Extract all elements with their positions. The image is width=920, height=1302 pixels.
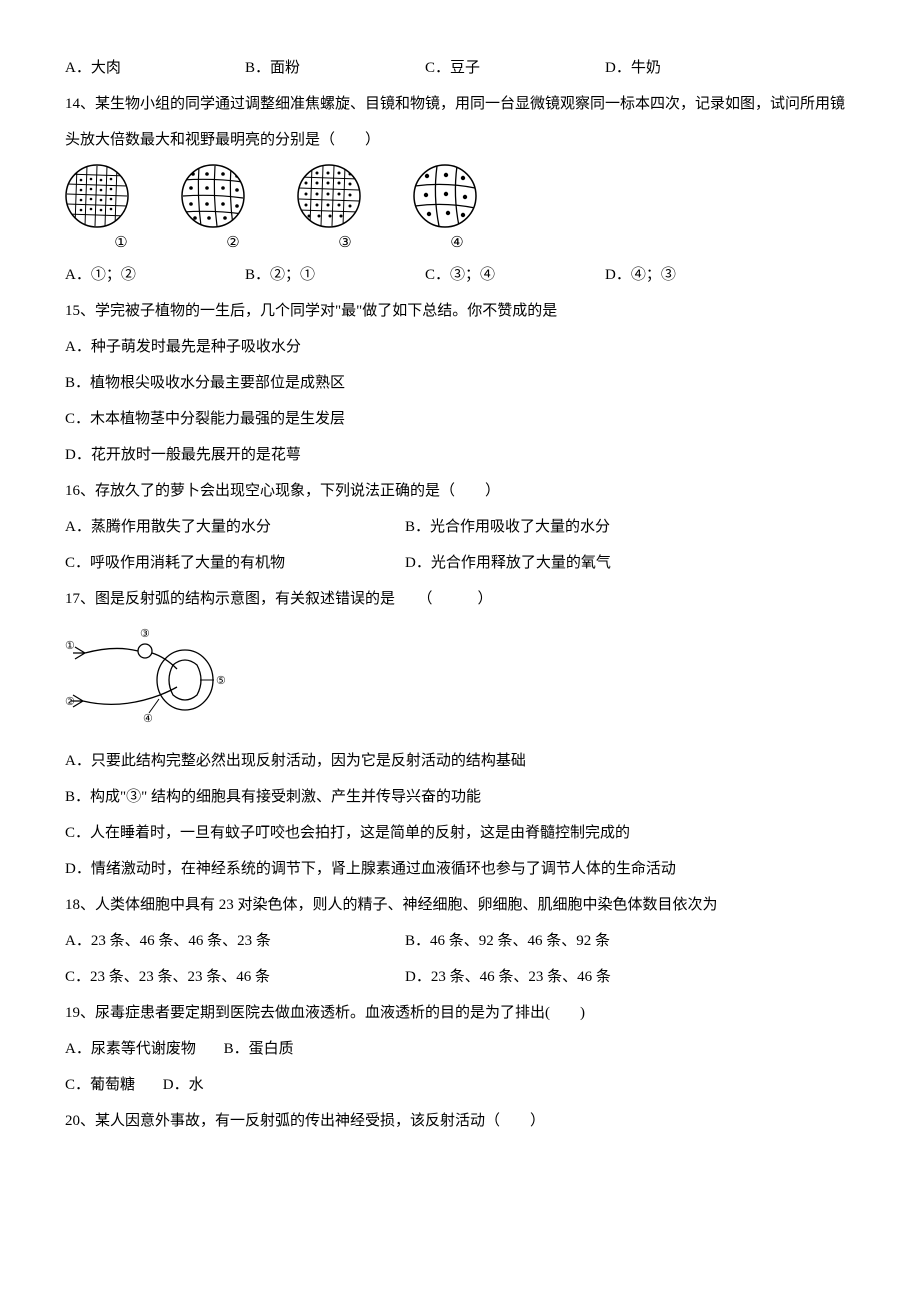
- q14-option-a: A．①；②: [65, 257, 245, 293]
- q14-option-b: B．②；①: [245, 257, 425, 293]
- q18-option-a: A．23 条、46 条、46 条、23 条: [65, 923, 405, 959]
- q13-option-b: B．面粉: [245, 50, 425, 86]
- q14-figure-labels: ① ② ③ ④: [65, 230, 855, 257]
- q15-stem: 15、学完被子植物的一生后，几个同学对"最"做了如下总结。你不赞成的是: [65, 293, 855, 329]
- q17-option-d: D．情绪激动时，在神经系统的调节下，肾上腺素通过血液循环也参与了调节人体的生命活…: [65, 851, 855, 887]
- q19-option-a: A．尿素等代谢废物: [65, 1041, 196, 1057]
- q16-option-a: A．蒸腾作用散失了大量的水分: [65, 509, 405, 545]
- q18-stem: 18、人类体细胞中具有 23 对染色体，则人的精子、神经细胞、卵细胞、肌细胞中染…: [65, 887, 855, 923]
- q17-option-b: B．构成"③" 结构的细胞具有接受刺激、产生并传导兴奋的功能: [65, 779, 855, 815]
- q16-stem: 16、存放久了的萝卜会出现空心现象，下列说法正确的是（ ）: [65, 473, 855, 509]
- q14-fig-4: [413, 164, 477, 228]
- q14-label-3: ③: [289, 230, 401, 257]
- q17-stem: 17、图是反射弧的结构示意图，有关叙述错误的是 （ ）: [65, 581, 855, 617]
- svg-text:①: ①: [65, 640, 75, 652]
- q14-fig-1: [65, 164, 129, 228]
- q16-option-c: C．呼吸作用消耗了大量的有机物: [65, 545, 405, 581]
- q16-option-b: B．光合作用吸收了大量的水分: [405, 509, 745, 545]
- q14-label-4: ④: [401, 230, 513, 257]
- q17-reflex-arc-figure: ① ③ ② ④ ⑤: [65, 625, 225, 725]
- q13-option-a: A．大肉: [65, 50, 245, 86]
- q18-options-row2: C．23 条、23 条、23 条、46 条 D．23 条、46 条、23 条、4…: [65, 959, 855, 995]
- q19-option-b: B．蛋白质: [224, 1041, 294, 1057]
- svg-text:④: ④: [143, 713, 153, 725]
- q17-option-c: C．人在睡着时，一旦有蚊子叮咬也会拍打，这是简单的反射，这是由脊髓控制完成的: [65, 815, 855, 851]
- q18-option-c: C．23 条、23 条、23 条、46 条: [65, 959, 405, 995]
- q20-stem: 20、某人因意外事故，有一反射弧的传出神经受损，该反射活动（ ）: [65, 1103, 855, 1139]
- q19-option-d: D．水: [163, 1077, 204, 1093]
- q13-option-c: C．豆子: [425, 50, 605, 86]
- q14-options: A．①；② B．②；① C．③；④ D．④；③: [65, 257, 855, 293]
- q13-option-d: D．牛奶: [605, 50, 785, 86]
- q14-stem: 14、某生物小组的同学通过调整细准焦螺旋、目镜和物镜，用同一台显微镜观察同一标本…: [65, 86, 855, 158]
- q15-option-a: A．种子萌发时最先是种子吸收水分: [65, 329, 855, 365]
- q16-option-d: D．光合作用释放了大量的氧气: [405, 545, 745, 581]
- q14-option-d: D．④；③: [605, 257, 785, 293]
- svg-text:③: ③: [140, 628, 150, 640]
- svg-text:⑤: ⑤: [216, 675, 225, 687]
- q15-option-c: C．木本植物茎中分裂能力最强的是生发层: [65, 401, 855, 437]
- q18-option-b: B．46 条、92 条、46 条、92 条: [405, 923, 745, 959]
- q18-option-d: D．23 条、46 条、23 条、46 条: [405, 959, 745, 995]
- q16-options-row2: C．呼吸作用消耗了大量的有机物 D．光合作用释放了大量的氧气: [65, 545, 855, 581]
- q16-options-row1: A．蒸腾作用散失了大量的水分 B．光合作用吸收了大量的水分: [65, 509, 855, 545]
- q19-options-row1: A．尿素等代谢废物 B．蛋白质: [65, 1031, 855, 1067]
- q13-options: A．大肉 B．面粉 C．豆子 D．牛奶: [65, 50, 855, 86]
- q17-option-a: A．只要此结构完整必然出现反射活动，因为它是反射活动的结构基础: [65, 743, 855, 779]
- q14-label-2: ②: [177, 230, 289, 257]
- q14-fig-2: [181, 164, 245, 228]
- q14-figures: [65, 164, 855, 228]
- svg-text:②: ②: [65, 696, 75, 708]
- q18-options-row1: A．23 条、46 条、46 条、23 条 B．46 条、92 条、46 条、9…: [65, 923, 855, 959]
- q14-fig-3: [297, 164, 361, 228]
- q15-option-d: D．花开放时一般最先展开的是花萼: [65, 437, 855, 473]
- q19-option-c: C．葡萄糖: [65, 1077, 135, 1093]
- q19-options-row2: C．葡萄糖 D．水: [65, 1067, 855, 1103]
- q14-option-c: C．③；④: [425, 257, 605, 293]
- q15-option-b: B．植物根尖吸收水分最主要部位是成熟区: [65, 365, 855, 401]
- q14-label-1: ①: [65, 230, 177, 257]
- q19-stem: 19、尿毒症患者要定期到医院去做血液透析。血液透析的目的是为了排出( ): [65, 995, 855, 1031]
